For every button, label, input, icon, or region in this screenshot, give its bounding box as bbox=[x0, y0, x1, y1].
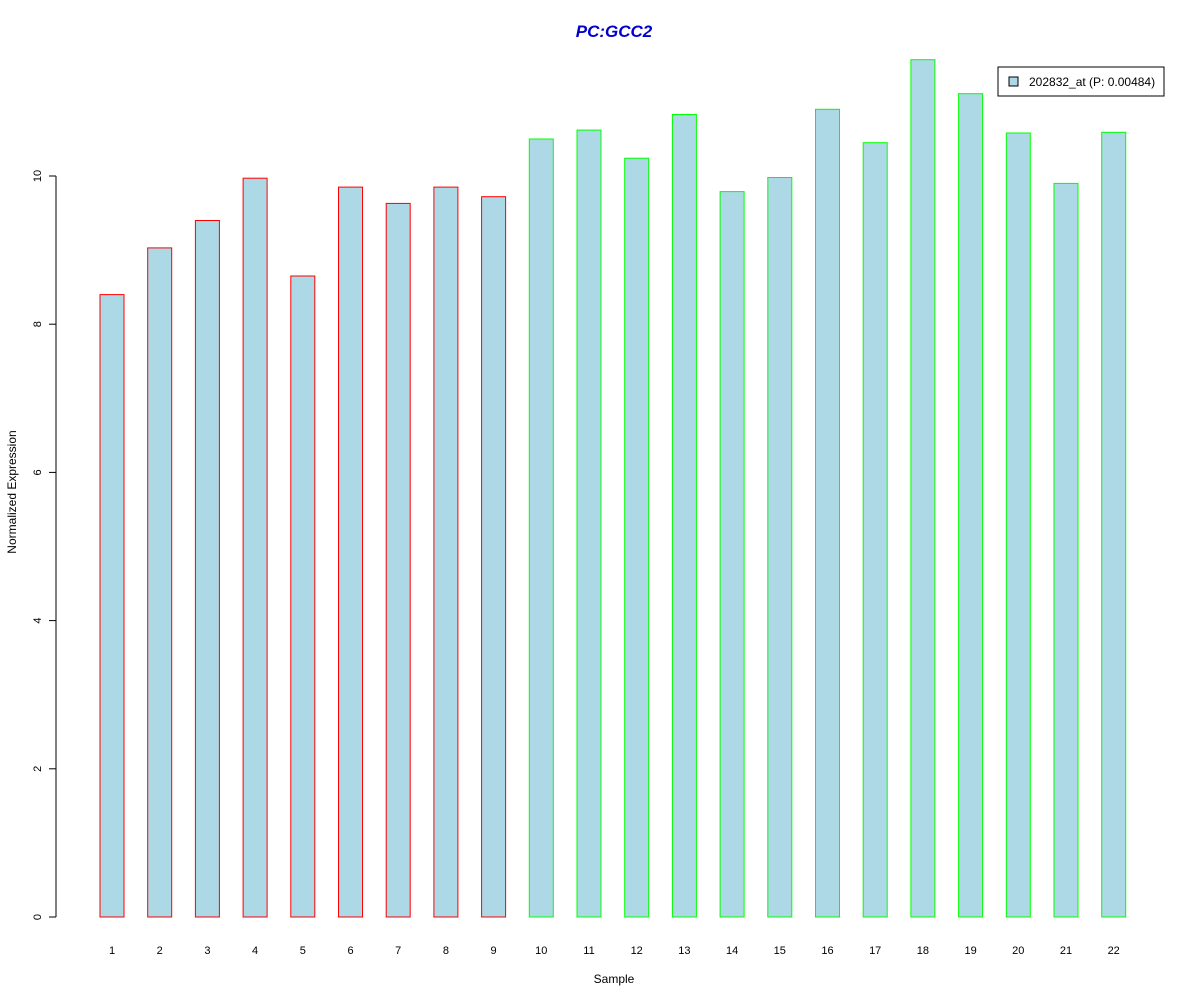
x-tick-label: 16 bbox=[821, 945, 833, 957]
x-tick-label: 15 bbox=[774, 945, 786, 957]
y-axis-label: Normalized Expression bbox=[5, 430, 19, 553]
x-tick-label: 10 bbox=[535, 945, 547, 957]
y-tick-label: 0 bbox=[32, 914, 44, 920]
y-axis: 0 2 4 6 8 10 bbox=[32, 170, 57, 920]
x-tick-label: 12 bbox=[631, 945, 643, 957]
y-tick-label: 2 bbox=[32, 766, 44, 772]
bar-sample-16 bbox=[815, 108, 840, 918]
chart-title: PC:GCC2 bbox=[576, 22, 653, 41]
x-tick-label: 7 bbox=[395, 945, 401, 957]
x-tick-label: 3 bbox=[204, 945, 210, 957]
bar-sample-5 bbox=[290, 275, 316, 918]
bar-sample-21 bbox=[1053, 182, 1079, 918]
bar-sample-20 bbox=[1005, 132, 1031, 918]
legend-swatch bbox=[1008, 76, 1019, 87]
x-tick-label: 22 bbox=[1108, 945, 1120, 957]
y-tick-label: 8 bbox=[32, 321, 44, 327]
bar-sample-12 bbox=[624, 157, 650, 918]
x-tick-label: 2 bbox=[157, 945, 163, 957]
bar-sample-8 bbox=[433, 186, 459, 918]
bars bbox=[99, 59, 1127, 918]
x-axis-ticks: 1 2 3 4 5 6 7 8 9 10 11 12 13 14 15 16 17 18 19 20 21 22 bbox=[109, 945, 1120, 957]
bar-sample-15 bbox=[767, 177, 793, 918]
bar-sample-14 bbox=[719, 191, 745, 918]
bar-sample-22 bbox=[1101, 131, 1127, 918]
x-axis-label: Sample bbox=[594, 972, 635, 986]
bar-sample-1 bbox=[99, 294, 125, 918]
bar-sample-17 bbox=[862, 142, 888, 918]
x-tick-label: 21 bbox=[1060, 945, 1072, 957]
x-tick-label: 1 bbox=[109, 945, 115, 957]
x-tick-label: 4 bbox=[252, 945, 258, 957]
y-tick-label: 10 bbox=[32, 170, 44, 182]
bar-sample-2 bbox=[147, 247, 173, 918]
bar-sample-11 bbox=[576, 129, 602, 918]
x-tick-label: 19 bbox=[964, 945, 976, 957]
bar-sample-18 bbox=[910, 59, 936, 918]
bar-sample-10 bbox=[528, 138, 554, 918]
legend: 202832_at (P: 0.00484) bbox=[997, 66, 1165, 97]
bar-sample-13 bbox=[671, 114, 697, 918]
x-tick-label: 13 bbox=[678, 945, 690, 957]
x-tick-label: 9 bbox=[491, 945, 497, 957]
y-tick-label: 6 bbox=[32, 469, 44, 475]
x-tick-label: 18 bbox=[917, 945, 929, 957]
legend-box bbox=[997, 66, 1165, 97]
bar-sample-3 bbox=[194, 220, 220, 918]
bar-sample-9 bbox=[481, 196, 507, 918]
x-tick-label: 6 bbox=[347, 945, 353, 957]
x-tick-label: 5 bbox=[300, 945, 306, 957]
x-tick-label: 20 bbox=[1012, 945, 1024, 957]
legend-label: 202832_at (P: 0.00484) bbox=[1029, 75, 1155, 89]
bar-sample-19 bbox=[958, 93, 984, 918]
bar-sample-7 bbox=[385, 202, 411, 918]
bar-sample-6 bbox=[338, 186, 363, 918]
x-tick-label: 17 bbox=[869, 945, 881, 957]
x-tick-label: 14 bbox=[726, 945, 738, 957]
bar-sample-4 bbox=[242, 177, 268, 918]
x-tick-label: 11 bbox=[583, 945, 594, 957]
x-tick-label: 8 bbox=[443, 945, 449, 957]
y-tick-label: 4 bbox=[32, 618, 44, 624]
